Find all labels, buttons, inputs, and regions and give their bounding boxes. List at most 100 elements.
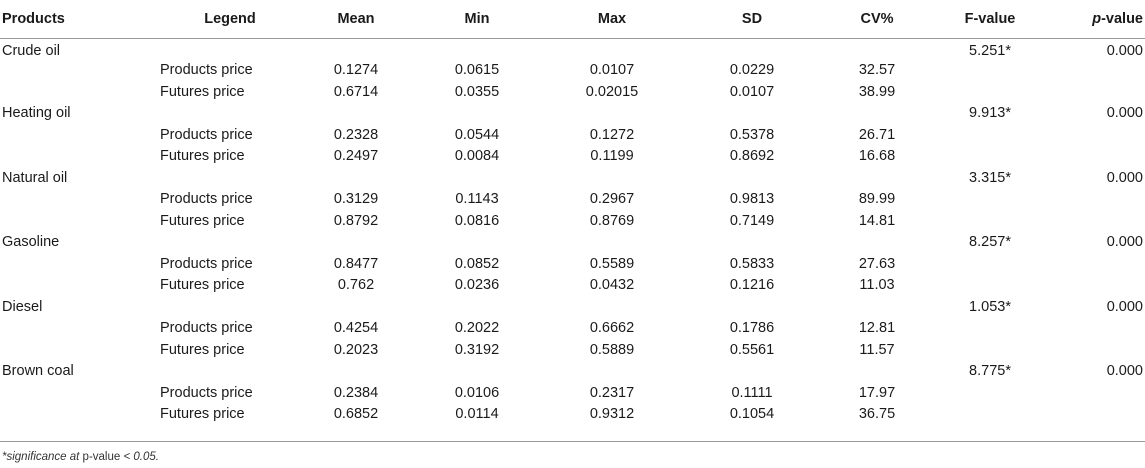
mean-cell <box>300 167 412 189</box>
sd-cell: 0.1216 <box>729 277 775 294</box>
f-value-cell-empty <box>932 60 1048 82</box>
sd-cell <box>682 296 822 318</box>
mean-cell: 0.6714 <box>333 83 379 100</box>
min-cell: 0.0852 <box>454 255 500 272</box>
mean-cell: 0.1274 <box>333 62 379 79</box>
header-pvalue: p-value <box>1048 0 1145 39</box>
f-value-cell: 3.315* <box>969 169 1011 186</box>
header-mean: Mean <box>300 0 412 39</box>
product-row: Gasoline 8.257* 0.000 <box>0 232 1145 254</box>
mean-cell <box>300 296 412 318</box>
sd-cell: 0.8692 <box>729 148 775 165</box>
p-value-cell-empty <box>1048 60 1145 82</box>
header-sd: SD <box>682 0 822 39</box>
min-cell <box>412 296 542 318</box>
table-row: Products price 0.2328 0.0544 0.1272 0.5378 26… <box>0 124 1145 146</box>
max-cell <box>542 296 682 318</box>
min-cell: 0.0816 <box>454 212 500 229</box>
max-cell: 0.1199 <box>590 148 634 165</box>
cv-cell <box>822 361 932 383</box>
product-cell-empty <box>0 124 150 146</box>
table-row: Products price 0.4254 0.2022 0.6662 0.1786 12… <box>0 318 1145 340</box>
table-row: Products price 0.3129 0.1143 0.2967 0.9813 89… <box>0 189 1145 211</box>
table-row: Products price 0.2384 0.0106 0.2317 0.1111 17… <box>0 382 1145 404</box>
f-value-cell-empty <box>932 81 1048 103</box>
header-max: Max <box>542 0 682 39</box>
product-cell-empty <box>0 318 150 340</box>
table-row: Futures price 0.762 0.0236 0.0432 0.1216 11.0… <box>0 275 1145 297</box>
cv-cell: 17.97 <box>858 384 896 401</box>
header-cv: CV% <box>822 0 932 39</box>
f-value-cell: 5.251* <box>969 43 1011 59</box>
cv-cell: 38.99 <box>858 83 896 100</box>
legend-cell <box>150 38 300 60</box>
sd-cell <box>682 103 822 125</box>
legend-cell: Products price <box>160 126 253 143</box>
sd-cell: 0.5561 <box>729 341 775 358</box>
f-value-cell: 8.775* <box>969 363 1011 380</box>
sd-cell: 0.1786 <box>729 320 775 337</box>
header-products: Products <box>0 0 150 39</box>
legend-cell <box>150 232 300 254</box>
min-cell: 0.0114 <box>455 406 499 423</box>
cv-cell <box>822 103 932 125</box>
mean-cell: 0.762 <box>337 277 375 294</box>
min-cell: 0.0615 <box>454 62 500 79</box>
mean-cell: 0.4254 <box>333 320 379 337</box>
f-value-cell-empty <box>932 275 1048 297</box>
mean-cell: 0.6852 <box>333 406 379 423</box>
p-value-cell: 0.000 <box>1106 105 1143 122</box>
max-cell <box>542 232 682 254</box>
p-value-cell-empty <box>1048 210 1145 232</box>
product-cell-empty <box>0 146 150 168</box>
product-cell-empty <box>0 60 150 82</box>
min-cell <box>412 103 542 125</box>
max-cell: 0.6662 <box>589 320 635 337</box>
f-value-cell-empty <box>932 189 1048 211</box>
p-value-cell-empty <box>1048 404 1145 426</box>
sd-cell <box>682 38 822 60</box>
product-cell-empty <box>0 189 150 211</box>
mean-cell: 0.2497 <box>333 148 379 165</box>
footnote-pvalue: p-value <box>82 451 121 463</box>
min-cell <box>412 167 542 189</box>
p-value-cell: 0.000 <box>1106 298 1143 315</box>
product-cell-empty <box>0 275 150 297</box>
legend-cell <box>150 167 300 189</box>
max-cell: 0.02015 <box>585 83 639 100</box>
mean-cell: 0.2023 <box>333 341 379 358</box>
min-cell: 0.0355 <box>454 83 500 100</box>
header-pvalue-rest: -value <box>1101 10 1143 27</box>
cv-cell <box>822 296 932 318</box>
mean-cell <box>300 38 412 60</box>
product-name: Diesel <box>2 298 43 315</box>
f-value-cell-empty <box>932 318 1048 340</box>
product-name: Heating oil <box>2 105 71 122</box>
max-cell: 0.2317 <box>589 384 635 401</box>
table-row: Futures price 0.2497 0.0084 0.1199 0.8692 16.… <box>0 146 1145 168</box>
legend-cell: Products price <box>160 255 253 272</box>
p-value-cell-empty <box>1048 339 1145 361</box>
footnote-suffix: < 0.05. <box>120 451 159 463</box>
mean-cell: 0.8792 <box>333 212 379 229</box>
legend-cell: Products price <box>160 191 253 208</box>
min-cell: 0.2022 <box>454 320 500 337</box>
sd-cell: 0.1054 <box>729 406 775 423</box>
min-cell: 0.0084 <box>454 148 500 165</box>
mean-cell: 0.8477 <box>333 255 379 272</box>
product-name: Gasoline <box>2 234 60 251</box>
legend-cell <box>150 103 300 125</box>
product-row: Heating oil 9.913* 0.000 <box>0 103 1145 125</box>
product-cell-empty <box>0 339 150 361</box>
legend-cell <box>150 361 300 383</box>
footnote: *significance at p-value < 0.05. <box>2 451 159 463</box>
legend-cell: Futures price <box>160 83 245 100</box>
max-cell <box>542 38 682 60</box>
table-row: Futures price 0.6714 0.0355 0.02015 0.0107 38… <box>0 81 1145 103</box>
header-legend: Legend <box>150 0 300 39</box>
table-row: Products price 0.8477 0.0852 0.5589 0.5833 27… <box>0 253 1145 275</box>
max-cell: 0.0432 <box>589 277 635 294</box>
product-name: Natural oil <box>2 169 68 186</box>
mean-cell: 0.2384 <box>333 384 379 401</box>
min-cell <box>412 232 542 254</box>
